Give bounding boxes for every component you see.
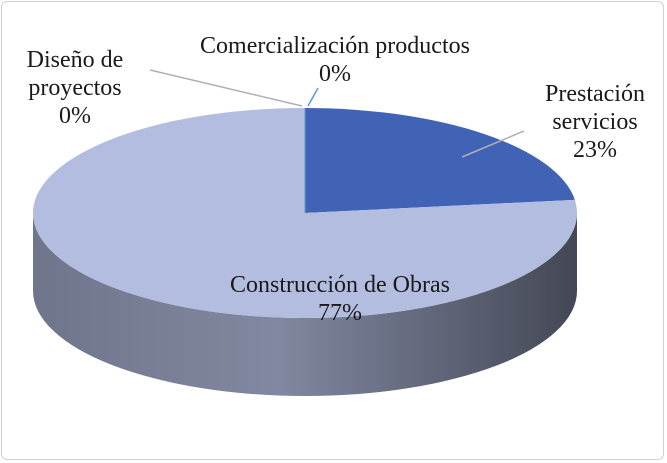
pie-slice xyxy=(305,108,575,213)
data-label: Comercialización productos 0% xyxy=(160,32,510,88)
leader-line xyxy=(149,69,303,107)
data-label: Diseño de proyectos 0% xyxy=(0,46,150,130)
label-value: 23% xyxy=(573,137,617,163)
leader-line xyxy=(307,87,319,107)
pie-slice xyxy=(33,108,578,319)
label-value: 0% xyxy=(319,61,351,87)
label-value: 0% xyxy=(59,103,91,129)
label-name: Construcción de Obras xyxy=(230,272,450,298)
label-name: Prestación servicios xyxy=(545,81,645,135)
pie-side xyxy=(33,213,577,396)
label-name: Comercialización productos xyxy=(200,33,470,59)
leader-line xyxy=(461,130,525,158)
data-label: Construcción de Obras 77% xyxy=(180,271,500,327)
label-name: Diseño de proyectos xyxy=(26,47,124,101)
data-label: Prestación servicios 23% xyxy=(520,80,667,164)
label-value: 77% xyxy=(318,300,362,326)
